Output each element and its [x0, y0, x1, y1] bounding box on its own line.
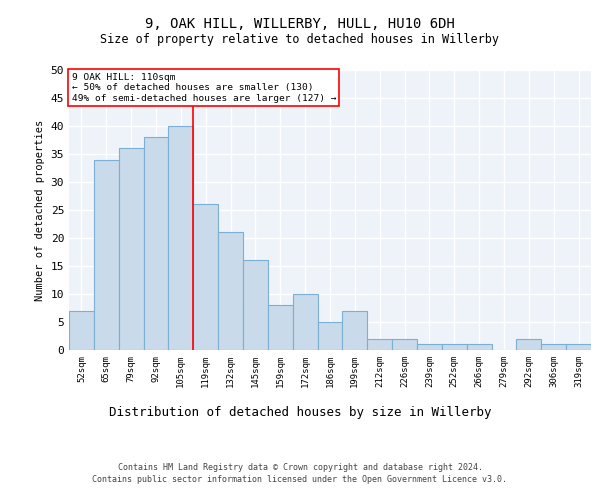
Bar — [69, 311, 94, 350]
Bar — [317, 322, 343, 350]
Bar — [343, 311, 367, 350]
Bar — [566, 344, 591, 350]
Bar — [392, 339, 417, 350]
Bar — [367, 339, 392, 350]
Bar — [243, 260, 268, 350]
Bar — [541, 344, 566, 350]
Bar — [467, 344, 491, 350]
Bar — [143, 137, 169, 350]
Text: Contains public sector information licensed under the Open Government Licence v3: Contains public sector information licen… — [92, 476, 508, 484]
Text: Distribution of detached houses by size in Willerby: Distribution of detached houses by size … — [109, 406, 491, 419]
Bar — [94, 160, 119, 350]
Text: 9, OAK HILL, WILLERBY, HULL, HU10 6DH: 9, OAK HILL, WILLERBY, HULL, HU10 6DH — [145, 18, 455, 32]
Y-axis label: Number of detached properties: Number of detached properties — [35, 120, 45, 300]
Bar — [169, 126, 193, 350]
Bar — [119, 148, 143, 350]
Bar — [517, 339, 541, 350]
Bar — [442, 344, 467, 350]
Text: Size of property relative to detached houses in Willerby: Size of property relative to detached ho… — [101, 32, 499, 46]
Bar — [417, 344, 442, 350]
Text: Contains HM Land Registry data © Crown copyright and database right 2024.: Contains HM Land Registry data © Crown c… — [118, 463, 482, 472]
Bar — [293, 294, 317, 350]
Bar — [218, 232, 243, 350]
Bar — [268, 305, 293, 350]
Text: 9 OAK HILL: 110sqm
← 50% of detached houses are smaller (130)
49% of semi-detach: 9 OAK HILL: 110sqm ← 50% of detached hou… — [71, 73, 336, 102]
Bar — [193, 204, 218, 350]
